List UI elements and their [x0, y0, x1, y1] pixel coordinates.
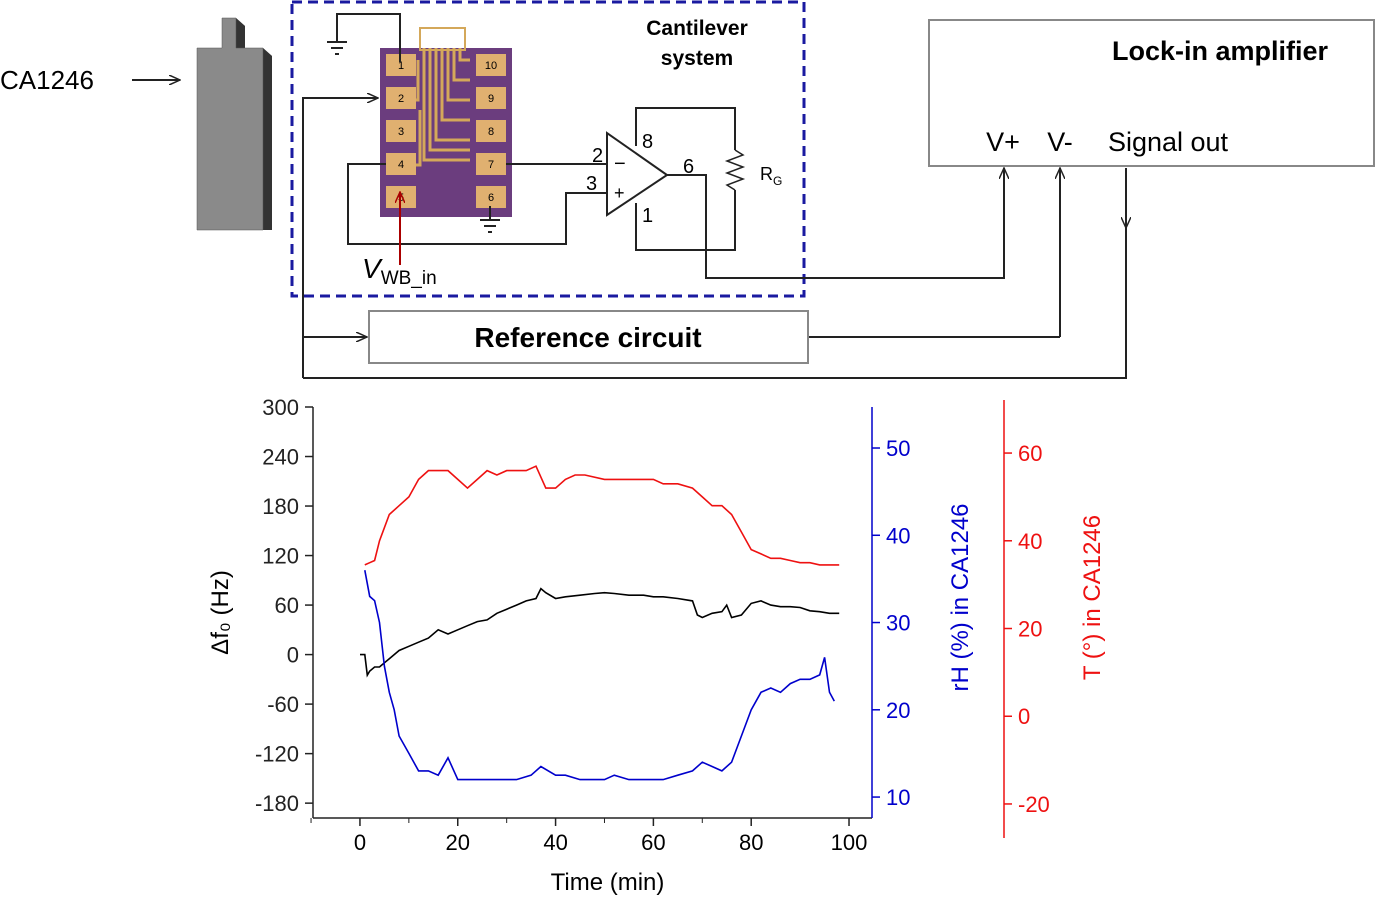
wire	[303, 228, 1127, 379]
lockin-output: Signal out	[1108, 127, 1229, 157]
pin-number: 3	[398, 126, 404, 138]
reference-label: Reference circuit	[474, 322, 701, 353]
y-tick-label: 50	[886, 436, 910, 461]
y-tick-label: 40	[886, 523, 910, 548]
wire	[347, 163, 607, 245]
reference-box	[368, 310, 809, 364]
wire	[302, 98, 378, 378]
x-tick-label: 0	[354, 830, 366, 855]
opamp	[606, 131, 669, 217]
pad	[476, 87, 506, 109]
pin-number: 1	[398, 60, 404, 72]
y-tick-label: 120	[262, 544, 299, 569]
x-tick-label: 60	[641, 830, 665, 855]
x-tick-label: 20	[446, 830, 470, 855]
pin-number: 8	[488, 126, 494, 138]
pin-label: 6	[683, 156, 694, 178]
pad	[476, 54, 506, 76]
series-line	[364, 570, 836, 781]
pad	[476, 186, 506, 208]
series-line	[364, 465, 840, 566]
x-axis-label: Time (min)	[551, 869, 665, 896]
y-tick-label: 10	[886, 785, 910, 810]
resistor-sub: G	[773, 174, 782, 188]
input-sub: WB_in	[381, 268, 437, 289]
y-tick-label: 20	[886, 698, 910, 723]
pad	[386, 153, 416, 175]
lockin-title: Lock-in amplifier	[1112, 36, 1329, 66]
resistor-label: R	[760, 164, 773, 184]
y-tick-label: -120	[255, 742, 299, 767]
pin-sign: −	[614, 153, 626, 175]
pin-number: 4	[398, 159, 404, 171]
y-axis-label: Δf₀ (Hz)	[207, 570, 234, 655]
y-tick-label: 0	[1018, 704, 1030, 729]
y-tick-label: 60	[1018, 441, 1042, 466]
y-tick-label: 30	[886, 611, 910, 636]
y-tick-label: 240	[262, 445, 299, 470]
y-tick-label: 40	[1018, 529, 1042, 554]
pin-number: 9	[488, 93, 494, 105]
lockin-input: V-	[1047, 127, 1073, 157]
sensor-label: CA1246	[0, 65, 94, 95]
x-tick-label: 100	[831, 830, 868, 855]
pin-number: 10	[485, 60, 497, 72]
series-line	[360, 587, 840, 678]
x-tick-label: 40	[543, 830, 567, 855]
pin-label: 1	[642, 205, 653, 227]
resistor-label: RG	[760, 164, 782, 188]
pad	[476, 120, 506, 142]
pin-label: 3	[586, 173, 597, 195]
pad	[476, 153, 506, 175]
lockin-box	[928, 19, 1375, 167]
y-tick-label: -20	[1018, 792, 1050, 817]
y-tick-label: -60	[267, 692, 299, 717]
y3-axis-label: T (°) in CA1246	[1079, 515, 1106, 680]
pad	[386, 54, 416, 76]
input-label: V	[362, 253, 383, 284]
cantilever-box	[290, 0, 806, 298]
pin-number: 2	[398, 93, 404, 105]
sensor-block	[196, 17, 272, 231]
y-tick-label: 180	[262, 494, 299, 519]
y-tick-label: 60	[275, 593, 299, 618]
pin-number: 7	[488, 159, 494, 171]
resistor	[724, 149, 746, 191]
x-tick-label: 80	[739, 830, 763, 855]
pin-label: 8	[642, 131, 653, 153]
chip-pins: 12345109876	[386, 54, 506, 208]
ground	[480, 206, 500, 233]
diagram: CA1246 Cantilever system 12345109876 2 3	[0, 0, 1375, 379]
pad	[386, 120, 416, 142]
pin-label: 2	[592, 145, 603, 167]
input-label: VWB_in	[362, 253, 437, 289]
y-tick-label: -180	[255, 791, 299, 816]
box-title: Cantilever	[646, 17, 748, 40]
y-tick-label: 300	[262, 395, 299, 420]
box-title: system	[661, 47, 733, 70]
pin-number: 6	[488, 192, 494, 204]
y-tick-label: 20	[1018, 617, 1042, 642]
y-tick-label: 0	[287, 643, 299, 668]
y2-axis-label: rH (%) in CA1246	[947, 503, 974, 691]
pad	[386, 87, 416, 109]
lockin-input: V+	[986, 127, 1020, 157]
ground	[327, 41, 347, 55]
pin-sign: +	[614, 183, 625, 203]
wire	[336, 13, 401, 62]
